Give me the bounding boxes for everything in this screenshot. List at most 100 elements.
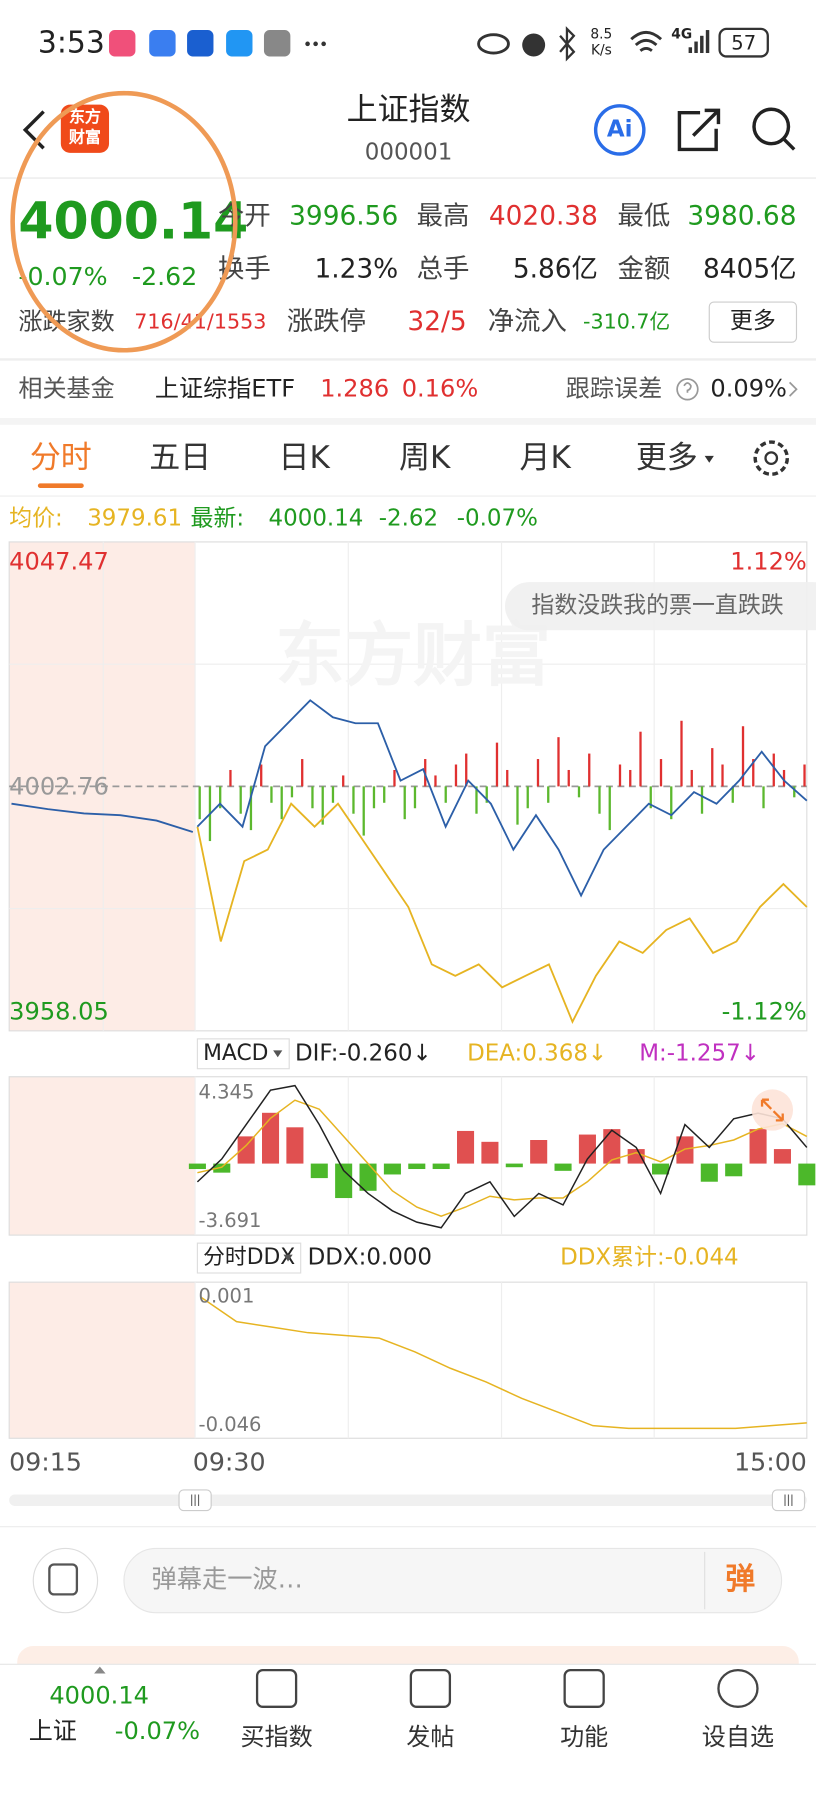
volume-bar [342, 775, 345, 787]
volume-bar [434, 775, 437, 787]
tab[interactable]: 周K [399, 440, 451, 476]
volume-bar [731, 786, 734, 803]
price-line [196, 699, 808, 898]
more-button-label[interactable]: 更多 [730, 308, 776, 334]
stat-label: 总手 [417, 254, 470, 284]
volume-bar [465, 753, 468, 787]
ai-button[interactable] [593, 104, 646, 156]
fund-price: 1.286 [320, 374, 389, 402]
macd-bar [627, 1149, 645, 1164]
app-icon [187, 30, 214, 57]
signal-bar [705, 30, 710, 54]
nav-item[interactable]: 买指数 [240, 1723, 312, 1751]
volume-bar [577, 786, 581, 798]
danmaku-bubble: 指数没跌我的票一直跌跌 [531, 593, 783, 619]
logo-text-box: 东方财富 [69, 108, 101, 147]
comment-placeholder[interactable]: 弹幕走一波… [151, 1565, 302, 1594]
macd-bar [286, 1127, 304, 1164]
volume-bar [711, 748, 714, 787]
volume-bar [680, 720, 683, 787]
volume-bar [198, 786, 201, 820]
volume-bar [793, 786, 796, 798]
volume-bar [557, 737, 560, 787]
volume-bar [393, 769, 396, 787]
comment-settings[interactable] [32, 1547, 99, 1614]
limit: 32/5 [407, 307, 466, 337]
volume-bar [752, 759, 755, 787]
auction-line [11, 802, 194, 833]
stock-code: 000001 [365, 139, 453, 165]
ai-label[interactable]: Ai [607, 116, 633, 142]
volume-bar [618, 764, 622, 787]
ddx-line [200, 1296, 807, 1430]
nav-icon [563, 1668, 605, 1708]
nav-item[interactable]: 发帖 [406, 1723, 454, 1751]
y-max-label: 4047.47 [9, 548, 109, 576]
volume-bar [608, 786, 611, 831]
nav-item[interactable]: 功能 [560, 1723, 608, 1751]
volume-bar [721, 764, 724, 787]
tab[interactable]: 月K [520, 440, 572, 476]
volume-bar [352, 786, 355, 814]
tab[interactable]: 五日 [149, 440, 211, 476]
stat-value: 3996.56 [289, 202, 398, 232]
volume-bar [239, 786, 242, 814]
volume-bar [741, 726, 745, 787]
ddx-sum-label: DDX累计:-0.044 [560, 1245, 739, 1271]
tab[interactable]: 分时 [30, 440, 92, 476]
volume-bar [403, 786, 406, 820]
dif-label: DIF:-0.260↓ [295, 1040, 432, 1066]
volume-bar [331, 786, 335, 803]
macd-bar [749, 1129, 767, 1164]
volume-bar [659, 759, 663, 787]
ddx-title[interactable]: 分时DDX [203, 1245, 295, 1270]
volume-bar [567, 769, 570, 787]
volume-bar [249, 786, 253, 831]
caret [273, 1050, 283, 1058]
status-time: 3:53 [38, 25, 105, 60]
volume-bar [782, 769, 786, 787]
stat-label: 金额 [617, 254, 670, 284]
ddx-selector [196, 1242, 302, 1274]
fund-name: 上证综指ETF [155, 374, 295, 402]
time-label: 15:00 [734, 1448, 807, 1477]
tab[interactable]: 日K [278, 440, 330, 476]
fund-change: 0.16% [402, 374, 479, 402]
macd-bar [603, 1129, 621, 1164]
share-icon[interactable] [677, 108, 721, 152]
volume-bar [290, 786, 294, 798]
last-value: 4000.14 [269, 505, 364, 531]
search-icon[interactable] [752, 107, 791, 146]
limit-label: 涨跌停 [287, 307, 366, 337]
time-label: 09:30 [193, 1448, 266, 1477]
avg-value: 3979.61 [87, 505, 182, 531]
app-icon [263, 30, 291, 57]
volume-bar [803, 764, 806, 787]
ddx-label: DDX:0.000 [308, 1245, 432, 1271]
volume-bar [280, 786, 283, 820]
chevron [788, 381, 798, 397]
macd-bar [700, 1163, 718, 1182]
tab[interactable]: 更多 [636, 440, 698, 476]
stat-value: 1.23% [314, 254, 398, 284]
volume-bar [301, 759, 304, 787]
nav-item[interactable]: 设自选 [702, 1723, 774, 1751]
macd-frame [8, 1076, 808, 1236]
volume-bar [670, 786, 673, 820]
macd-bar [335, 1163, 353, 1199]
volume-bar [219, 786, 222, 809]
dea-label: DEA:0.368↓ [467, 1040, 607, 1066]
macd-bar [676, 1136, 694, 1164]
settings-icon[interactable] [753, 440, 790, 476]
more-button [708, 301, 798, 343]
avg-label: 均价: [9, 505, 63, 531]
alarm-icon [522, 33, 546, 57]
macd-title[interactable]: MACD [203, 1041, 268, 1066]
macd-min: -3.691 [199, 1209, 262, 1232]
bluetooth-icon [559, 26, 576, 62]
macd-bar [188, 1163, 206, 1170]
danmaku-button[interactable]: 弹 [725, 1562, 755, 1597]
expand-icon[interactable] [751, 1089, 794, 1131]
app-icon [109, 30, 136, 57]
